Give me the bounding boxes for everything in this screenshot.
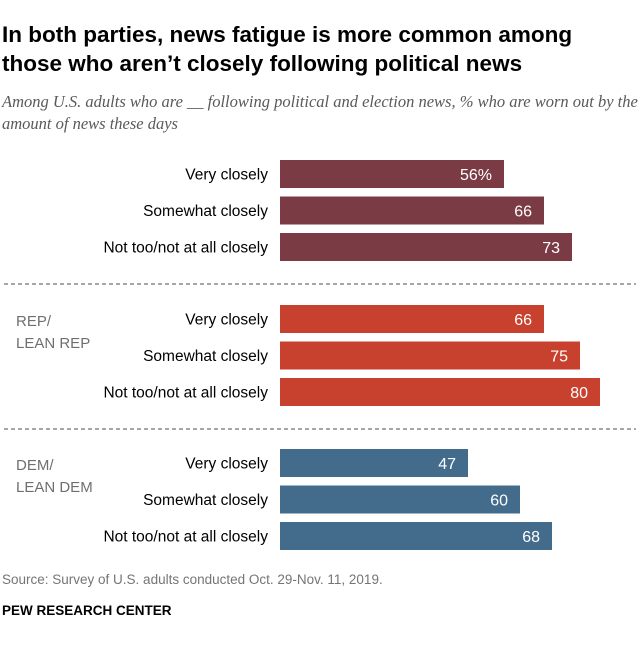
source-note: Source: Survey of U.S. adults conducted … bbox=[2, 572, 383, 587]
bar bbox=[280, 378, 600, 406]
category-label: Very closely bbox=[185, 167, 268, 184]
category-label: Not too/not at all closely bbox=[103, 240, 268, 257]
group-label: DEM/LEAN DEM bbox=[16, 457, 93, 496]
category-label: Very closely bbox=[185, 312, 268, 329]
group-label: REP/LEAN REP bbox=[16, 313, 90, 352]
bar bbox=[280, 522, 552, 550]
category-label: Somewhat closely bbox=[143, 492, 268, 509]
chart-subtitle: Among U.S. adults who are __ following p… bbox=[2, 92, 638, 133]
value-label: 56% bbox=[460, 167, 492, 184]
value-label: 80 bbox=[570, 385, 588, 402]
category-label: Somewhat closely bbox=[143, 203, 268, 220]
bar bbox=[280, 449, 468, 477]
category-label: Very closely bbox=[185, 456, 268, 473]
bar bbox=[280, 341, 580, 370]
value-label: 68 bbox=[522, 529, 540, 546]
value-label: 66 bbox=[514, 204, 532, 221]
category-label: Not too/not at all closely bbox=[103, 529, 268, 546]
bar bbox=[280, 485, 520, 514]
value-label: 75 bbox=[550, 349, 568, 366]
value-label: 47 bbox=[438, 456, 456, 473]
bar bbox=[280, 160, 504, 188]
value-label: 60 bbox=[490, 493, 508, 510]
value-label: 66 bbox=[514, 312, 532, 329]
bar bbox=[280, 196, 544, 225]
bar-chart: Very closely 56% Somewhat closely 66 Not too… bbox=[4, 160, 636, 550]
category-label: Not too/not at all closely bbox=[103, 385, 268, 402]
bar bbox=[280, 233, 572, 261]
value-label: 73 bbox=[542, 240, 560, 257]
chart-title: In both parties, news fatigue is more co… bbox=[2, 22, 573, 76]
category-label: Somewhat closely bbox=[143, 348, 268, 365]
footer-credit: PEW RESEARCH CENTER bbox=[2, 603, 172, 618]
bar bbox=[280, 305, 544, 333]
